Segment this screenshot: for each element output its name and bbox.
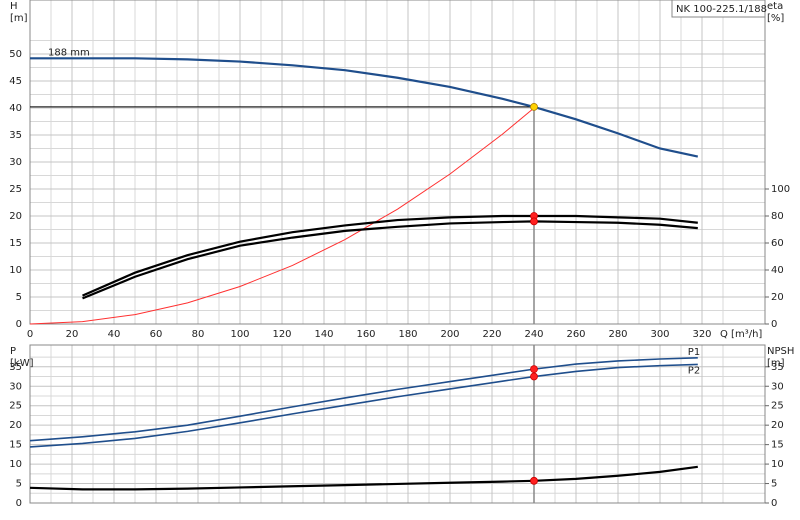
- y-tick-label: 10: [9, 265, 22, 276]
- curve: [29, 357, 698, 442]
- y-tick-label: 0: [16, 319, 22, 330]
- y2-tick-label: 20: [771, 292, 784, 303]
- curve: [29, 465, 698, 491]
- y2-tick-label: 25: [771, 401, 784, 412]
- y-tick-label: 10: [9, 459, 22, 470]
- curve-label: 188 mm: [48, 47, 90, 58]
- curve-label: P2: [688, 365, 700, 376]
- y-tick-label: 25: [9, 184, 22, 195]
- x-tick-label: 0: [27, 329, 33, 340]
- y2-tick-label: 20: [771, 420, 784, 431]
- y2-tick-label: 80: [771, 211, 784, 222]
- x-tick-label: 160: [356, 329, 375, 340]
- y-axis-label: H: [10, 1, 18, 12]
- x-tick-label: 20: [66, 329, 79, 340]
- x-tick-label: 200: [440, 329, 459, 340]
- y2-axis-label: NPSH: [767, 346, 794, 357]
- x-tick-label: 300: [650, 329, 669, 340]
- y-tick-label: 15: [9, 238, 22, 249]
- x-tick-label: 180: [398, 329, 417, 340]
- x-tick-label: 100: [230, 329, 249, 340]
- curve-label: P1: [688, 347, 700, 358]
- y-axis-unit: [kW]: [10, 358, 34, 369]
- y-tick-label: 15: [9, 440, 22, 451]
- y2-tick-label: 10: [771, 459, 784, 470]
- y2-tick-label: 40: [771, 265, 784, 276]
- y2-axis-label: eta: [767, 1, 783, 12]
- y-tick-label: 30: [9, 381, 22, 392]
- y-tick-label: 50: [9, 49, 22, 60]
- y2-tick-label: 100: [771, 184, 790, 195]
- curve: [29, 107, 535, 325]
- x-tick-label: 320: [692, 329, 711, 340]
- y-tick-label: 35: [9, 130, 22, 141]
- y-tick-label: 20: [9, 420, 22, 431]
- y2-axis-unit: [%]: [767, 13, 784, 24]
- x-axis-label: Q [m³/h]: [720, 329, 762, 340]
- x-tick-label: 80: [192, 329, 205, 340]
- plot-frame: [29, 0, 766, 325]
- curve: [29, 363, 698, 448]
- duty-point: [530, 372, 538, 381]
- duty-point: [530, 476, 538, 485]
- y-tick-label: 5: [16, 292, 22, 303]
- duty-point: [530, 217, 538, 226]
- x-tick-label: 140: [314, 329, 333, 340]
- x-tick-label: 260: [566, 329, 585, 340]
- title-box: [671, 0, 766, 18]
- y-tick-label: 35: [9, 362, 22, 373]
- y-tick-label: 20: [9, 211, 22, 222]
- y-axis-label: P: [10, 346, 16, 357]
- x-tick-label: 40: [108, 329, 121, 340]
- y2-tick-label: 35: [771, 362, 784, 373]
- curve: [30, 57, 699, 158]
- curve: [82, 220, 698, 300]
- y2-tick-label: 60: [771, 238, 784, 249]
- x-tick-label: 240: [524, 329, 543, 340]
- y-tick-label: 30: [9, 157, 22, 168]
- x-tick-label: 280: [608, 329, 627, 340]
- y2-tick-label: 15: [771, 440, 784, 451]
- y2-tick-label: 0: [771, 498, 777, 509]
- plot-area: [30, 345, 765, 503]
- y2-tick-label: 5: [771, 479, 777, 490]
- y2-tick-label: 0: [771, 319, 777, 330]
- plot-frame: [29, 344, 766, 504]
- x-tick-label: 120: [272, 329, 291, 340]
- y-tick-label: 0: [16, 498, 22, 509]
- y2-axis-unit: [m]: [767, 358, 785, 369]
- y-tick-label: 5: [16, 479, 22, 490]
- y-tick-label: 45: [9, 76, 22, 87]
- chart-title: NK 100-225.1/188: [676, 4, 767, 15]
- curve: [82, 214, 698, 297]
- x-tick-label: 220: [482, 329, 501, 340]
- y-tick-label: 40: [9, 103, 22, 114]
- y-tick-label: 25: [9, 401, 22, 412]
- duty-point: [530, 365, 538, 374]
- y-axis-unit: [m]: [10, 13, 28, 24]
- x-tick-label: 60: [150, 329, 163, 340]
- duty-point: [530, 103, 538, 111]
- y2-tick-label: 30: [771, 381, 784, 392]
